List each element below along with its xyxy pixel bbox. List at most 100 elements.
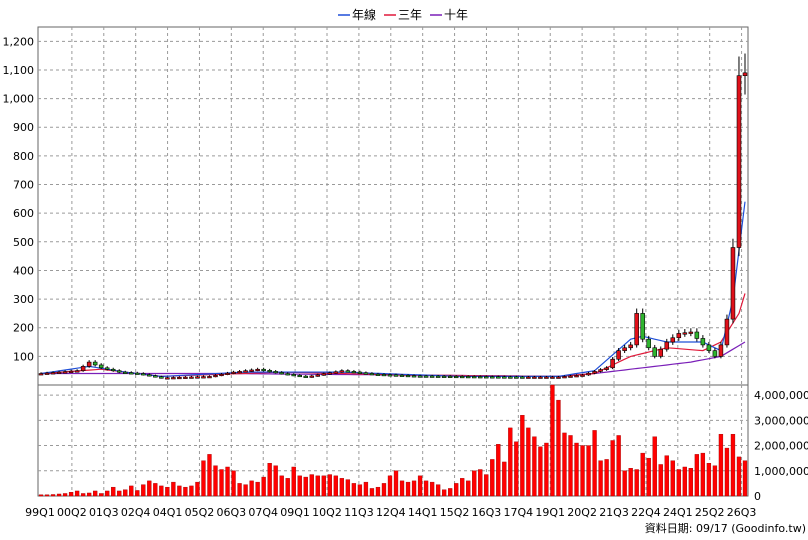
volume-bar: [219, 469, 224, 497]
candle-body: [267, 370, 272, 373]
candle-body: [490, 376, 495, 379]
volume-bar: [345, 479, 351, 497]
candle-body: [526, 376, 531, 379]
volume-bar: [369, 488, 375, 497]
x-tick-label: 20Q2: [567, 506, 597, 519]
candle-body: [129, 372, 134, 375]
candle-body: [532, 376, 537, 379]
x-tick-label: 25Q2: [695, 506, 725, 519]
volume-bar: [556, 399, 561, 497]
three-year-ma-line: [40, 293, 746, 378]
volume-bar: [261, 476, 266, 497]
candle-body: [706, 344, 712, 351]
candle-body: [171, 377, 176, 380]
candle-body: [80, 366, 86, 371]
volume-bar: [195, 481, 200, 497]
volume-bar: [604, 459, 609, 497]
volume-bar: [135, 490, 140, 497]
candle-body: [417, 375, 423, 378]
candle-body: [339, 370, 345, 373]
volume-bar: [454, 483, 459, 497]
candle-body: [98, 364, 104, 369]
candle-body: [363, 372, 369, 375]
volume-bar: [243, 484, 248, 497]
candle-body: [730, 247, 736, 320]
price-tick-label: 1,200: [3, 35, 35, 48]
volume-bar: [267, 463, 272, 497]
volume-bar: [333, 475, 338, 497]
ten-year-ma-line: [41, 341, 746, 377]
candle-body: [165, 377, 170, 380]
volume-bar: [38, 494, 44, 497]
x-tick-label: 05Q2: [185, 506, 215, 519]
volume-bar: [700, 452, 706, 497]
candle-body: [321, 373, 327, 376]
candle-body: [622, 347, 627, 351]
x-tick-label: 99Q1: [25, 506, 55, 519]
volume-bar: [225, 466, 230, 497]
candle-body: [580, 374, 585, 377]
x-tick-label: 04Q1: [153, 506, 183, 519]
candle-body: [291, 374, 296, 377]
candle-body: [718, 344, 724, 357]
volume-bar: [237, 483, 242, 497]
price-tick-label: 1,000: [3, 93, 35, 106]
volume-bar: [309, 474, 314, 497]
price-tick-label: 200: [13, 322, 34, 335]
legend-label-year-line: 年線: [352, 7, 376, 22]
volume-bar: [562, 432, 567, 497]
volume-bar: [273, 465, 278, 497]
candle-body: [700, 338, 706, 346]
candle-body: [110, 368, 116, 372]
x-tick-label: 15Q2: [440, 506, 470, 519]
candle-body: [544, 376, 549, 379]
volume-bar: [676, 469, 681, 497]
candle-body: [742, 72, 748, 76]
candle-body: [201, 376, 206, 379]
volume-bar: [357, 484, 363, 497]
volume-bar: [538, 446, 543, 497]
volume-bar: [478, 469, 483, 497]
volume-bar: [502, 461, 507, 497]
candle-body: [315, 374, 321, 377]
year-ma-line: [40, 201, 746, 378]
volume-panel-frame: [37, 384, 749, 497]
volume-bar: [496, 444, 501, 497]
candle-body: [357, 371, 363, 374]
volume-bar: [520, 415, 525, 497]
legend: 年線 三年 十年: [338, 7, 468, 22]
volume-bar: [526, 427, 531, 497]
volume-bar: [484, 474, 489, 497]
candle-body: [712, 350, 718, 357]
volume-bar: [634, 469, 639, 497]
volume-bar: [363, 481, 369, 497]
volume-bar: [56, 493, 62, 497]
volume-bar: [68, 492, 74, 497]
x-tick-label: 24Q1: [663, 506, 693, 519]
candle-body: [459, 376, 465, 379]
candle-body: [122, 371, 128, 374]
candle-body: [153, 375, 158, 378]
x-tick-label: 11Q3: [344, 506, 374, 519]
volume-bar: [466, 480, 471, 497]
candle-body: [213, 375, 218, 378]
candle-body: [477, 376, 483, 379]
volume-bar: [712, 465, 718, 497]
volume-bars: [38, 384, 748, 497]
volume-bar: [586, 445, 591, 497]
candle-body: [724, 318, 730, 346]
candle-body: [159, 376, 164, 379]
volume-bar: [514, 441, 519, 497]
candle-body: [243, 370, 248, 373]
volume-bar: [255, 481, 260, 497]
volume-bar: [423, 480, 429, 497]
price-tick-label: 800: [13, 150, 34, 163]
volume-bar: [652, 436, 657, 497]
volume-bar: [165, 486, 170, 497]
volume-bar: [111, 486, 116, 497]
candle-body: [369, 373, 375, 376]
candle-body: [86, 361, 92, 367]
candle-body: [664, 341, 670, 350]
candle-body: [520, 376, 525, 379]
candle-body: [255, 368, 260, 372]
